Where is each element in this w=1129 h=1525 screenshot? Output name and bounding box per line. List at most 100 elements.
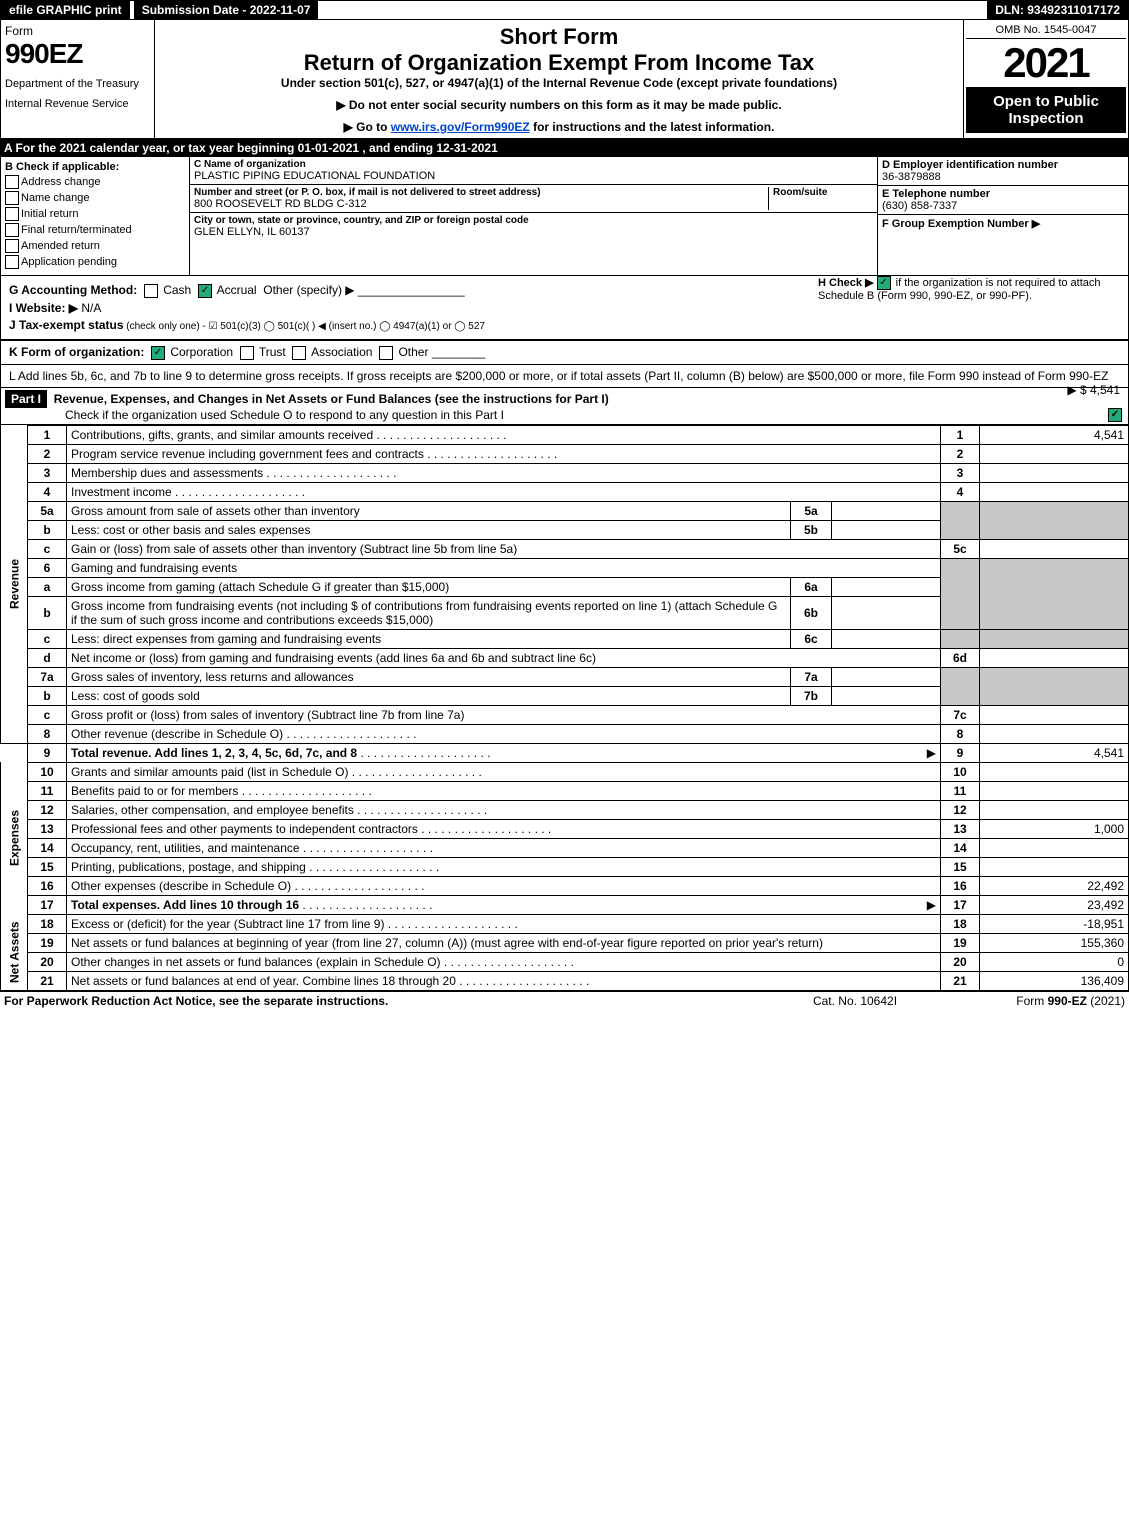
other-checkbox[interactable] [379,346,393,360]
line-8-rnum: 8 [941,724,980,743]
line-17-rnum: 17 [941,895,980,914]
line-6c-desc: Less: direct expenses from gaming and fu… [67,629,791,648]
form-number: 990EZ [5,38,150,70]
line-6c-sn: 6c [791,629,832,648]
street-value: 800 ROOSEVELT RD BLDG C-312 [194,198,768,210]
line-17-amount: 23,492 [980,895,1129,914]
grey-amt-7 [980,667,1129,705]
accrual-checkbox[interactable]: ✓ [198,284,212,298]
dln-label: DLN: 93492311017172 [987,1,1128,19]
line-6a-num: a [28,577,67,596]
efile-print-label[interactable]: efile GRAPHIC print [1,1,130,19]
grey-box-6c [941,629,980,648]
line-15-amount [980,857,1129,876]
k-row: K Form of organization: ✓ Corporation Tr… [0,340,1129,365]
line-6-num: 6 [28,558,67,577]
i-row: I Website: ▶ N/A [9,301,1120,315]
part1-tab: Part I [5,390,47,408]
revenue-side-label: Revenue [1,425,28,743]
line-8-num: 8 [28,724,67,743]
line-12-num: 12 [28,800,67,819]
expenses-side-label: Expenses [1,762,28,914]
line-3-rnum: 3 [941,463,980,482]
org-name: PLASTIC PIPING EDUCATIONAL FOUNDATION [194,170,873,182]
grey-box-7 [941,667,980,705]
line-13-num: 13 [28,819,67,838]
check-name-change[interactable]: Name change [5,191,185,205]
check-address-change[interactable]: Address change [5,175,185,189]
check-amended-return[interactable]: Amended return [5,239,185,253]
line-11-num: 11 [28,781,67,800]
line-6b-sn: 6b [791,596,832,629]
line-10-amount [980,762,1129,781]
top-bar: efile GRAPHIC print Submission Date - 20… [0,0,1129,20]
cash-checkbox[interactable] [144,284,158,298]
line-7b-desc: Less: cost of goods sold [67,686,791,705]
street-label: Number and street (or P. O. box, if mail… [194,187,768,198]
org-name-label: C Name of organization [194,159,873,170]
tax-year: 2021 [966,39,1126,87]
line-7a-sn: 7a [791,667,832,686]
line-7a-num: 7a [28,667,67,686]
line-6d-desc: Net income or (loss) from gaming and fun… [67,648,941,667]
check-application-pending[interactable]: Application pending [5,255,185,269]
grey-amt-6c [980,629,1129,648]
line-6b-sv [832,596,941,629]
line-3-desc: Membership dues and assessments [67,463,941,482]
line-6c-sv [832,629,941,648]
line-5b-sv [832,520,941,539]
corp-checkbox[interactable]: ✓ [151,346,165,360]
line-5b-sn: 5b [791,520,832,539]
line-16-num: 16 [28,876,67,895]
city-value: GLEN ELLYN, IL 60137 [194,226,873,238]
h-row: H Check ▶ ✓ if the organization is not r… [818,276,1118,302]
line-7b-sn: 7b [791,686,832,705]
line-8-desc: Other revenue (describe in Schedule O) [67,724,941,743]
check-initial-return[interactable]: Initial return [5,207,185,221]
line-7c-rnum: 7c [941,705,980,724]
line-13-desc: Professional fees and other payments to … [67,819,941,838]
assoc-checkbox[interactable] [292,346,306,360]
h-checkbox[interactable]: ✓ [877,276,891,290]
goto-line: ▶ Go to www.irs.gov/Form990EZ for instru… [159,120,959,134]
goto-tail: for instructions and the latest informat… [533,120,774,134]
line-18-amount: -18,951 [980,914,1129,933]
line-2-desc: Program service revenue including govern… [67,444,941,463]
line-5a-sv [832,501,941,520]
line-18-rnum: 18 [941,914,980,933]
room-label: Room/suite [773,187,873,198]
line-19-desc: Net assets or fund balances at beginning… [67,933,941,952]
line-20-rnum: 20 [941,952,980,971]
line-14-num: 14 [28,838,67,857]
line-17-desc: Total expenses. Add lines 10 through 16 … [67,895,941,914]
l-row: L Add lines 5b, 6c, and 7b to line 9 to … [0,365,1129,388]
line-19-amount: 155,360 [980,933,1129,952]
line-7c-desc: Gross profit or (loss) from sales of inv… [67,705,941,724]
form-word: Form [5,24,150,38]
ein-value: 36-3879888 [882,171,1124,183]
dept-treasury: Department of the Treasury [5,78,150,90]
no-ssn-notice: ▶ Do not enter social security numbers o… [159,98,959,112]
line-5c-amount [980,539,1129,558]
line-11-desc: Benefits paid to or for members [67,781,941,800]
line-12-amount [980,800,1129,819]
line-6b-desc: Gross income from fundraising events (no… [67,596,791,629]
netassets-side-label: Net Assets [1,914,28,990]
line-9-amount: 4,541 [980,743,1129,762]
trust-checkbox[interactable] [240,346,254,360]
line-11-rnum: 11 [941,781,980,800]
part1-table: Revenue 1 Contributions, gifts, grants, … [0,425,1129,991]
irs-link[interactable]: www.irs.gov/Form990EZ [391,120,530,134]
header-center: Short Form Return of Organization Exempt… [155,20,963,138]
website-value: N/A [81,301,101,315]
grey-box-6 [941,558,980,629]
schedule-o-checkbox[interactable]: ✓ [1108,408,1122,422]
part1-header: Part I Revenue, Expenses, and Changes in… [0,388,1129,425]
line-6d-num: d [28,648,67,667]
line-16-rnum: 16 [941,876,980,895]
check-final-return[interactable]: Final return/terminated [5,223,185,237]
line-19-rnum: 19 [941,933,980,952]
line-6a-sv [832,577,941,596]
line-1-rnum: 1 [941,425,980,444]
line-20-amount: 0 [980,952,1129,971]
